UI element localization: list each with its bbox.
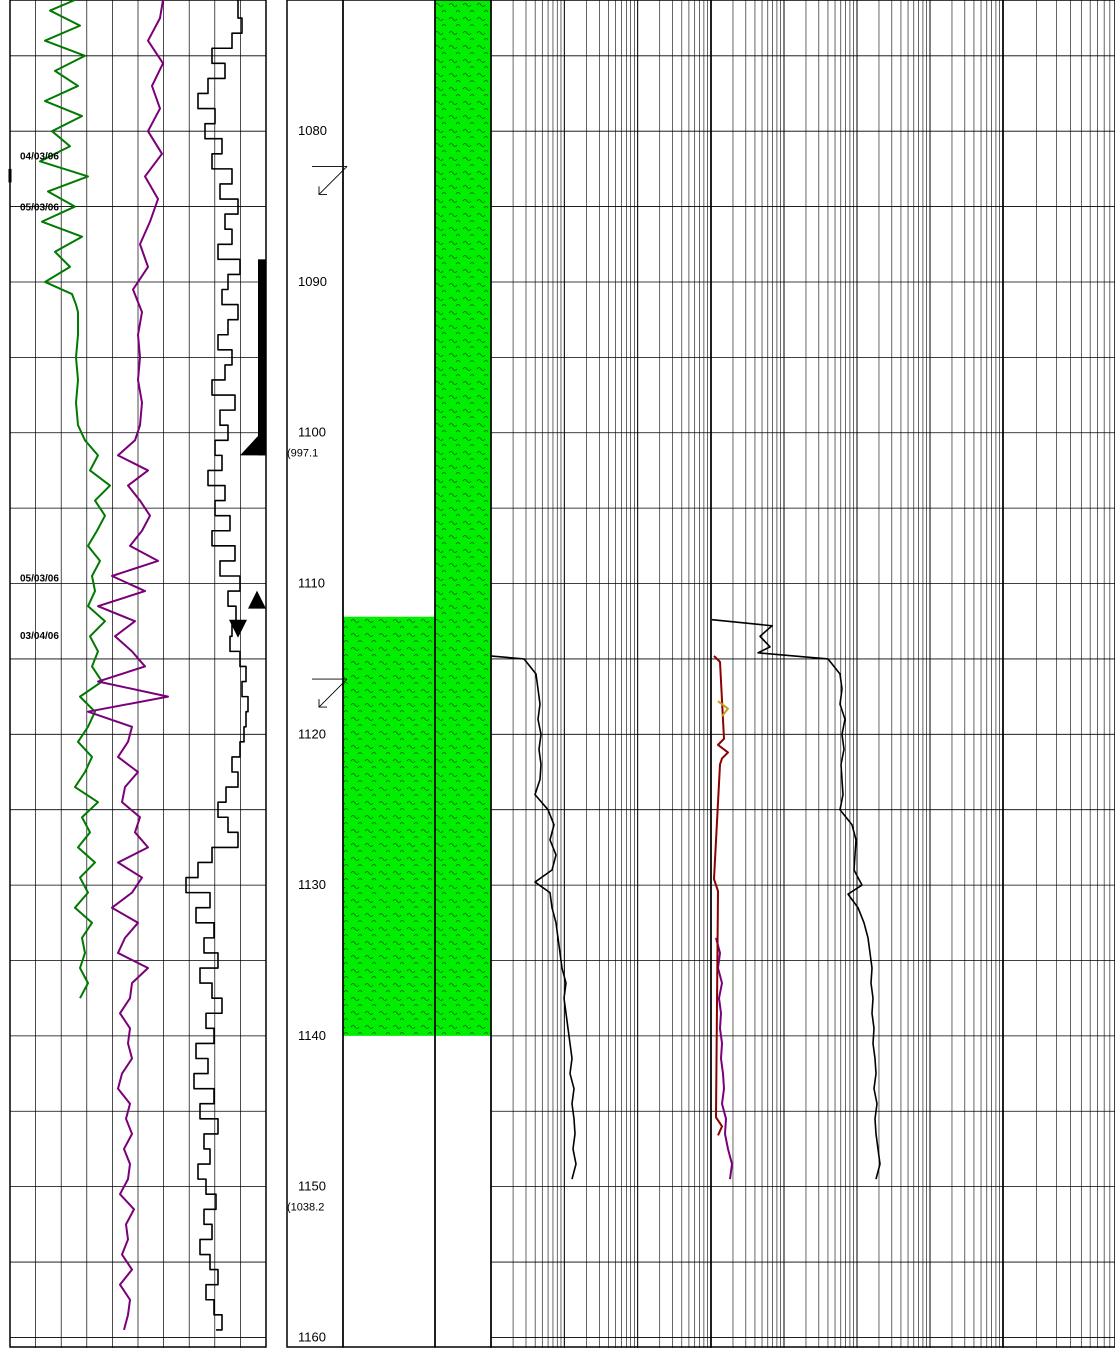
triangle-down-marker: [229, 619, 247, 638]
log-curve-6: [713, 655, 729, 1136]
track-frame-0: [9, 0, 267, 1348]
grid-lines: [10, 0, 1115, 1348]
log-curve-4: [711, 618, 881, 1180]
date-annotation-3: 03/04/06: [20, 631, 59, 642]
log-curve-0: [39, 0, 111, 999]
lithology-pattern-0: [343, 616, 435, 1036]
date-annotation-1: 05/03/06: [20, 203, 59, 214]
log-curve-5: [715, 937, 733, 1180]
tvd-label-0: (997.1: [287, 448, 318, 460]
track-frame-6: [1002, 0, 1115, 1348]
date-annotation-0: 04/03/06: [20, 151, 59, 162]
depth-label-1160: 1160: [298, 1329, 326, 1344]
lithology-fills: [343, 0, 491, 1036]
log-curve-3: [489, 655, 577, 1180]
depth-labels: 1080 1090 1100 1110 1120 1130 1140 1150 1160 (997…: [20, 123, 327, 1344]
track-frame-4: [490, 0, 712, 1348]
date-annotation-2: 05/03/06: [20, 573, 59, 584]
track-frames: [9, 0, 1115, 1348]
casing-bar: [258, 259, 266, 456]
depth-label-1150: 1150: [298, 1179, 326, 1194]
log-curves: [39, 0, 881, 1331]
log-curve-7: [717, 700, 729, 717]
dip-symbol-arrow: [318, 699, 327, 708]
log-curve-2: [185, 0, 249, 1331]
depth-label-1120: 1120: [298, 726, 326, 741]
track-frame-1: [286, 0, 344, 1348]
dip-symbol-tail: [318, 678, 348, 708]
depth-label-1100: 1100: [298, 425, 326, 440]
depth-label-1110: 1110: [298, 576, 325, 591]
tvd-label-1: (1038.2: [287, 1202, 324, 1214]
lithology-pattern-1: [435, 0, 491, 1036]
triangle-up-marker: [248, 590, 266, 609]
dip-symbol-tail: [318, 166, 348, 195]
casing-shoe-marker: [240, 427, 266, 456]
depth-label-1090: 1090: [298, 274, 327, 289]
log-curve-1: [87, 0, 169, 1331]
markers: [8, 165, 348, 708]
depth-label-1140: 1140: [298, 1028, 326, 1043]
depth-label-1130: 1130: [298, 877, 326, 892]
depth-label-1080: 1080: [298, 123, 327, 138]
dip-symbol-arrow: [318, 186, 327, 195]
